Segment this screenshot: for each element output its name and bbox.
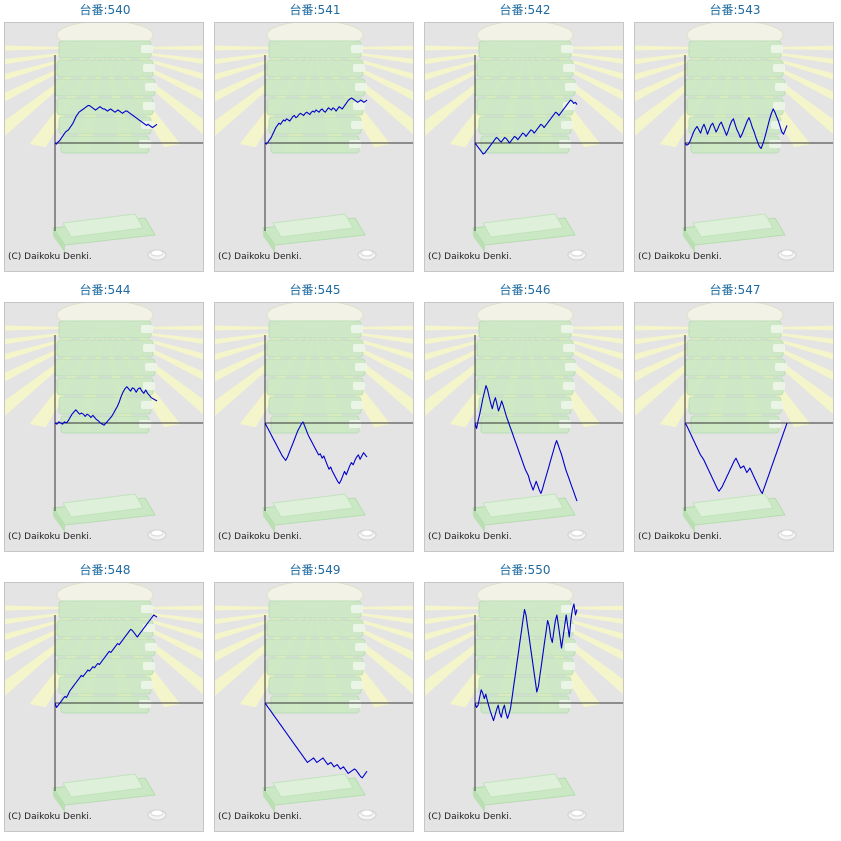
pachinko-machine-illustration (684, 303, 787, 434)
copyright-text: (C) Daikoku Denki. (428, 532, 512, 542)
pachinko-machine-illustration (54, 303, 157, 434)
medal-tray-illustration (52, 213, 156, 253)
coin-icon (147, 529, 167, 541)
pachinko-machine-illustration (474, 303, 577, 434)
coin-icon (147, 249, 167, 261)
coin-icon (567, 809, 587, 821)
copyright-text: (C) Daikoku Denki. (638, 252, 722, 262)
payout-series-line (264, 702, 368, 779)
copyright-text: (C) Daikoku Denki. (638, 532, 722, 542)
coin-icon (147, 809, 167, 821)
copyright-text: (C) Daikoku Denki. (218, 812, 302, 822)
copyright-text: (C) Daikoku Denki. (8, 812, 92, 822)
machine-graph-card: 台番:548 (C) Daikoku Denki. (0, 560, 210, 840)
line-chart (635, 23, 833, 261)
coin-icon (357, 809, 377, 821)
payout-series-line (684, 108, 788, 150)
copyright-text: (C) Daikoku Denki. (218, 532, 302, 542)
medal-tray-illustration (682, 493, 786, 533)
machine-number-title: 台番:549 (289, 563, 341, 577)
medal-tray-illustration (472, 493, 576, 533)
pachinko-machine-illustration (54, 23, 157, 154)
line-chart (425, 23, 623, 261)
payout-series-line (474, 603, 578, 722)
machine-graph-card: 台番:547 (C) Daikoku Denki. (630, 280, 840, 560)
medal-tray-illustration (52, 773, 156, 813)
graph-panel: (C) Daikoku Denki. (424, 22, 624, 272)
coin-icon (357, 529, 377, 541)
copyright-text: (C) Daikoku Denki. (428, 812, 512, 822)
payout-series-line (684, 422, 788, 494)
line-chart (215, 303, 413, 541)
machine-graph-card: 台番:546 (C) Daikoku Denki. (420, 280, 630, 560)
machine-graph-card: 台番:550 (C) Daikoku Denki. (420, 560, 630, 840)
graph-panel: (C) Daikoku Denki. (424, 582, 624, 832)
graph-panel: (C) Daikoku Denki. (4, 302, 204, 552)
machine-graph-card: 台番:543 (C) Daikoku Denki. (630, 0, 840, 280)
graph-panel: (C) Daikoku Denki. (424, 302, 624, 552)
machine-number-title: 台番:546 (499, 283, 551, 297)
machine-number-title: 台番:544 (79, 283, 131, 297)
copyright-text: (C) Daikoku Denki. (428, 252, 512, 262)
machine-graph-card: 台番:545 (C) Daikoku Denki. (210, 280, 420, 560)
graph-panel: (C) Daikoku Denki. (634, 22, 834, 272)
pachinko-machine-illustration (264, 303, 367, 434)
pachinko-machine-illustration (264, 23, 367, 154)
pachinko-machine-illustration (474, 23, 577, 154)
line-chart (425, 583, 623, 821)
coin-icon (567, 529, 587, 541)
coin-icon (777, 249, 797, 261)
machine-number-title: 台番:545 (289, 283, 341, 297)
line-chart (5, 23, 203, 261)
machine-number-title: 台番:547 (709, 283, 761, 297)
payout-series-line (264, 97, 368, 145)
medal-tray-illustration (52, 493, 156, 533)
payout-series-line (54, 105, 158, 145)
payout-series-line (474, 385, 578, 502)
copyright-text: (C) Daikoku Denki. (8, 252, 92, 262)
medal-tray-illustration (262, 773, 366, 813)
graph-panel: (C) Daikoku Denki. (634, 302, 834, 552)
graph-panel: (C) Daikoku Denki. (214, 22, 414, 272)
machine-graph-card: 台番:542 (C) Daikoku Denki. (420, 0, 630, 280)
pachinko-machine-illustration (264, 583, 367, 714)
line-chart (215, 23, 413, 261)
medal-tray-illustration (472, 213, 576, 253)
copyright-text: (C) Daikoku Denki. (8, 532, 92, 542)
graph-panel: (C) Daikoku Denki. (214, 582, 414, 832)
machine-number-title: 台番:550 (499, 563, 551, 577)
line-chart (635, 303, 833, 541)
coin-icon (357, 249, 377, 261)
medal-tray-illustration (682, 213, 786, 253)
pachinko-machine-illustration (54, 583, 157, 714)
payout-series-line (264, 421, 368, 485)
payout-series-line (54, 386, 158, 426)
payout-series-line (474, 99, 578, 155)
machine-graph-card: 台番:540 (C) Daikoku Denki. (0, 0, 210, 280)
line-chart (425, 303, 623, 541)
graph-panel: (C) Daikoku Denki. (214, 302, 414, 552)
payout-series-line (54, 614, 158, 708)
machine-number-title: 台番:548 (79, 563, 131, 577)
machine-graph-card: 台番:549 (C) Daikoku Denki. (210, 560, 420, 840)
copyright-text: (C) Daikoku Denki. (218, 252, 302, 262)
pachinko-machine-illustration (684, 23, 787, 154)
machine-number-title: 台番:542 (499, 3, 551, 17)
medal-tray-illustration (472, 773, 576, 813)
machine-number-title: 台番:541 (289, 3, 341, 17)
medal-tray-illustration (262, 493, 366, 533)
line-chart (5, 303, 203, 541)
machine-graph-card: 台番:544 (C) Daikoku Denki. (0, 280, 210, 560)
machine-number-title: 台番:543 (709, 3, 761, 17)
line-chart (215, 583, 413, 821)
line-chart (5, 583, 203, 821)
machine-graph-card: 台番:541 (C) Daikoku Denki. (210, 0, 420, 280)
graph-panel: (C) Daikoku Denki. (4, 582, 204, 832)
coin-icon (567, 249, 587, 261)
graph-panel: (C) Daikoku Denki. (4, 22, 204, 272)
coin-icon (777, 529, 797, 541)
medal-tray-illustration (262, 213, 366, 253)
machine-number-title: 台番:540 (79, 3, 131, 17)
